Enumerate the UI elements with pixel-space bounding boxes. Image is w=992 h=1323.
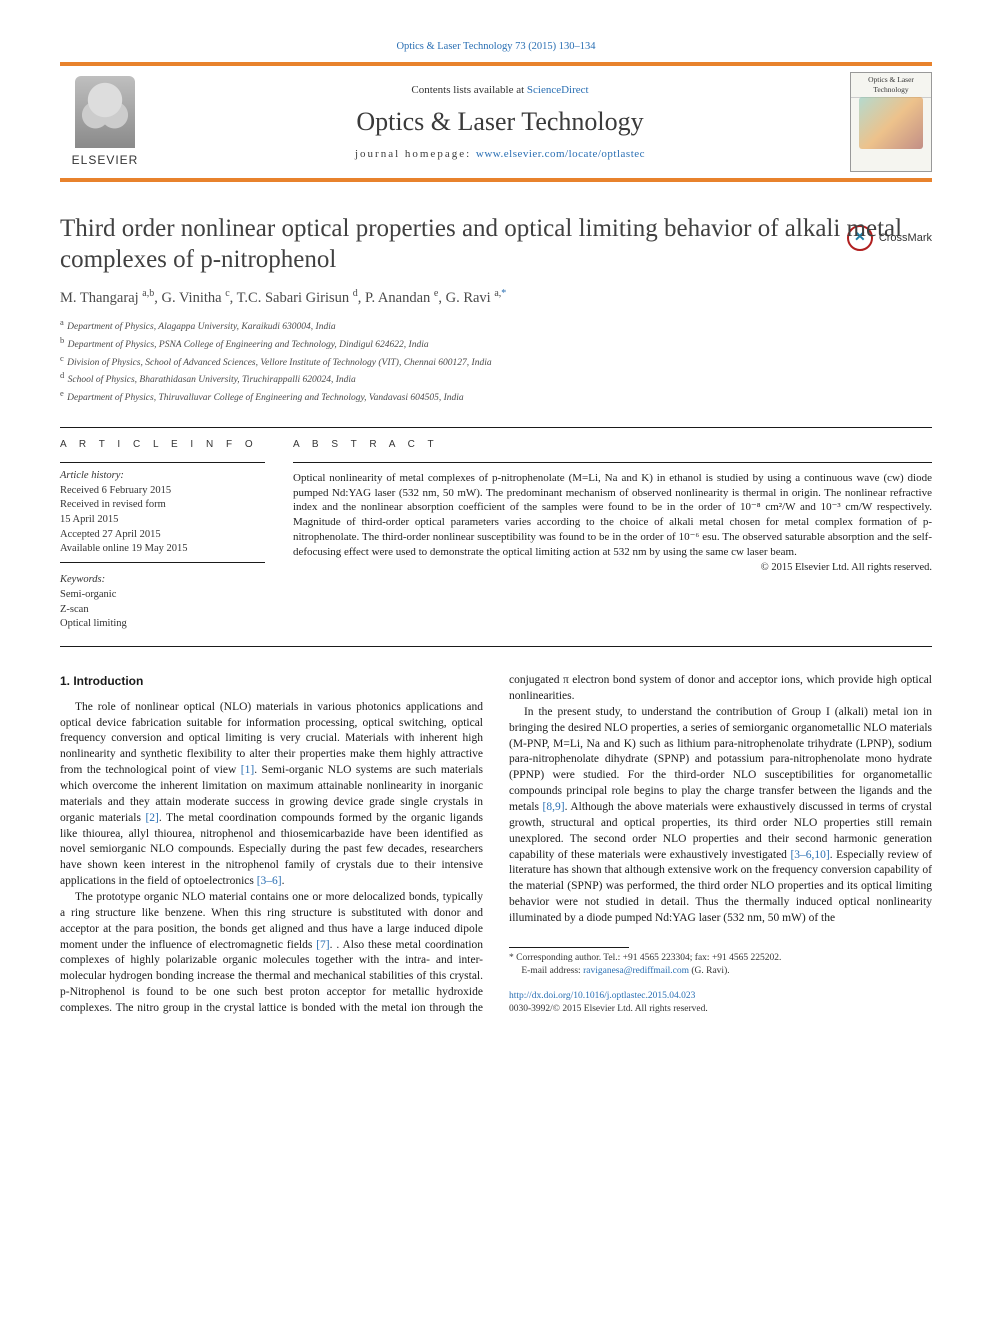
abstract-heading: A B S T R A C T [293, 438, 932, 452]
article-identifiers: http://dx.doi.org/10.1016/j.optlastec.20… [509, 990, 932, 1016]
elsevier-tree-icon [75, 76, 135, 148]
history-revised-date: 15 April 2015 [60, 513, 265, 527]
section-heading-intro: 1. Introduction [60, 673, 483, 690]
affiliation-item: d School of Physics, Bharathidasan Unive… [60, 370, 932, 387]
journal-citation[interactable]: Optics & Laser Technology 73 (2015) 130–… [60, 40, 932, 54]
history-heading: Article history: [60, 469, 265, 483]
ref-link[interactable]: [3–6,10] [790, 849, 829, 861]
ref-link[interactable]: [8,9] [543, 801, 565, 813]
body-paragraph: In the present study, to understand the … [509, 705, 932, 927]
author-email-link[interactable]: raviganesa@rediffmail.com [583, 966, 689, 976]
sciencedirect-link[interactable]: ScienceDirect [527, 84, 589, 96]
publisher-name: ELSEVIER [72, 152, 139, 168]
keyword-item: Semi-organic [60, 588, 265, 602]
contents-line: Contents lists available at ScienceDirec… [150, 83, 850, 98]
journal-name: Optics & Laser Technology [150, 104, 850, 139]
keywords-heading: Keywords: [60, 573, 265, 587]
ref-link[interactable]: [1] [241, 764, 254, 776]
affiliation-item: c Division of Physics, School of Advance… [60, 353, 932, 370]
history-received: Received 6 February 2015 [60, 484, 265, 498]
abstract-body: Optical nonlinearity of metal complexes … [293, 471, 932, 559]
abstract-copyright: © 2015 Elsevier Ltd. All rights reserved… [293, 561, 932, 575]
article-info-heading: A R T I C L E I N F O [60, 438, 265, 452]
ref-link[interactable]: [7] [316, 939, 329, 951]
corresponding-author-footnote: * Corresponding author. Tel.: +91 4565 2… [509, 952, 932, 978]
keyword-item: Z-scan [60, 603, 265, 617]
affiliations: a Department of Physics, Alagappa Univer… [60, 317, 932, 406]
keyword-item: Optical limiting [60, 617, 265, 631]
journal-homepage-link[interactable]: www.elsevier.com/locate/optlastec [476, 148, 645, 160]
issn-copyright: 0030-3992/© 2015 Elsevier Ltd. All right… [509, 1003, 932, 1016]
rule-bottom [60, 646, 932, 647]
history-online: Available online 19 May 2015 [60, 542, 265, 556]
affiliation-item: e Department of Physics, Thiruvalluvar C… [60, 388, 932, 405]
ref-link[interactable]: [3–6] [257, 875, 282, 887]
publisher-logo: ELSEVIER [60, 76, 150, 168]
article-title: Third order nonlinear optical properties… [60, 214, 932, 275]
affiliation-item: b Department of Physics, PSNA College of… [60, 335, 932, 352]
affiliation-item: a Department of Physics, Alagappa Univer… [60, 317, 932, 334]
ref-link[interactable]: [2] [145, 812, 158, 824]
doi-link[interactable]: http://dx.doi.org/10.1016/j.optlastec.20… [509, 991, 695, 1001]
history-accepted: Accepted 27 April 2015 [60, 528, 265, 542]
journal-homepage: journal homepage: www.elsevier.com/locat… [150, 147, 850, 162]
history-revised-label: Received in revised form [60, 498, 265, 512]
journal-cover-thumb: Optics & Laser Technology [850, 72, 932, 172]
journal-banner: ELSEVIER Contents lists available at Sci… [60, 62, 932, 182]
footnote-separator [509, 947, 629, 948]
body-paragraph: The role of nonlinear optical (NLO) mate… [60, 700, 483, 890]
authors-line: M. Thangaraj a,b, G. Vinitha c, T.C. Sab… [60, 287, 932, 308]
body-text: 1. Introduction The role of nonlinear op… [60, 673, 932, 1017]
